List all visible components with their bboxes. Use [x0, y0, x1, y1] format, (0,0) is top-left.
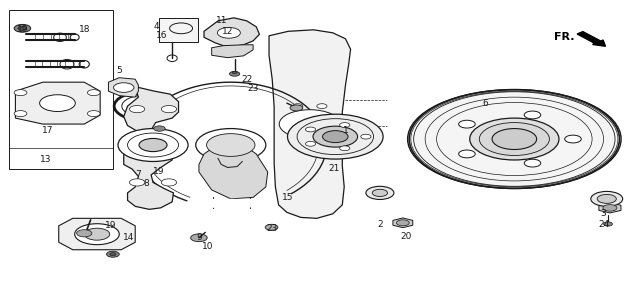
- Text: 14: 14: [123, 233, 134, 242]
- Text: 23: 23: [266, 224, 278, 233]
- Text: 19: 19: [17, 25, 28, 34]
- Circle shape: [88, 90, 100, 96]
- Polygon shape: [59, 218, 135, 250]
- Polygon shape: [599, 203, 621, 213]
- Polygon shape: [212, 45, 253, 58]
- Text: 8: 8: [144, 179, 150, 188]
- Text: 22: 22: [241, 75, 252, 84]
- Circle shape: [290, 105, 303, 111]
- Circle shape: [218, 27, 241, 38]
- Circle shape: [265, 224, 278, 230]
- Circle shape: [317, 104, 327, 108]
- Circle shape: [591, 191, 623, 206]
- Circle shape: [18, 26, 27, 31]
- Circle shape: [292, 140, 303, 144]
- Polygon shape: [108, 78, 138, 97]
- Text: 24: 24: [598, 220, 609, 229]
- Text: 19: 19: [153, 167, 164, 176]
- Circle shape: [396, 220, 409, 226]
- Circle shape: [305, 141, 316, 146]
- Polygon shape: [393, 218, 413, 228]
- Circle shape: [492, 129, 537, 149]
- Circle shape: [470, 118, 559, 160]
- Circle shape: [118, 129, 188, 162]
- Circle shape: [129, 179, 145, 186]
- Text: 21: 21: [328, 165, 340, 173]
- Polygon shape: [204, 18, 259, 47]
- Circle shape: [323, 131, 348, 143]
- Circle shape: [564, 135, 581, 143]
- Circle shape: [77, 230, 92, 237]
- Circle shape: [40, 95, 76, 111]
- Circle shape: [109, 253, 116, 256]
- Circle shape: [161, 179, 177, 186]
- Circle shape: [191, 234, 207, 242]
- Circle shape: [361, 134, 371, 139]
- Polygon shape: [269, 30, 351, 218]
- Circle shape: [292, 104, 303, 108]
- Text: 15: 15: [282, 193, 294, 202]
- Circle shape: [409, 90, 620, 188]
- Polygon shape: [159, 18, 198, 42]
- Text: 5: 5: [116, 66, 122, 75]
- Circle shape: [597, 194, 616, 203]
- Circle shape: [161, 105, 177, 113]
- Circle shape: [287, 114, 383, 159]
- Circle shape: [479, 123, 549, 156]
- Text: 12: 12: [222, 27, 234, 36]
- Circle shape: [88, 111, 100, 117]
- Polygon shape: [124, 87, 179, 209]
- Circle shape: [14, 90, 27, 96]
- Circle shape: [366, 186, 394, 200]
- Text: 16: 16: [156, 31, 168, 40]
- Circle shape: [340, 146, 350, 151]
- Text: 23: 23: [248, 84, 259, 93]
- Circle shape: [14, 24, 31, 32]
- Circle shape: [524, 159, 541, 167]
- Text: 4: 4: [154, 22, 159, 31]
- Polygon shape: [199, 140, 268, 199]
- Text: 20: 20: [401, 232, 412, 241]
- Circle shape: [305, 127, 316, 132]
- Text: 1: 1: [342, 126, 348, 135]
- Text: 2: 2: [378, 220, 383, 229]
- Circle shape: [313, 126, 358, 147]
- Circle shape: [459, 120, 476, 128]
- Circle shape: [230, 71, 240, 76]
- Circle shape: [207, 134, 255, 156]
- Circle shape: [317, 140, 327, 144]
- Circle shape: [154, 126, 165, 131]
- Circle shape: [524, 111, 541, 119]
- Text: 19: 19: [105, 221, 116, 230]
- Text: 11: 11: [216, 16, 227, 25]
- Circle shape: [113, 83, 134, 92]
- Text: 6: 6: [483, 99, 488, 108]
- Circle shape: [196, 129, 266, 162]
- Circle shape: [14, 111, 27, 117]
- Polygon shape: [15, 82, 100, 124]
- Circle shape: [129, 105, 145, 113]
- Circle shape: [603, 204, 617, 211]
- Polygon shape: [200, 199, 264, 208]
- Text: 3: 3: [601, 209, 607, 218]
- FancyArrow shape: [577, 32, 605, 46]
- Text: 10: 10: [202, 242, 213, 251]
- Circle shape: [106, 251, 119, 257]
- Circle shape: [340, 123, 350, 127]
- Circle shape: [459, 150, 476, 158]
- Circle shape: [279, 110, 340, 138]
- Circle shape: [604, 222, 612, 226]
- Text: 18: 18: [79, 25, 90, 34]
- Circle shape: [84, 228, 109, 240]
- Text: 7: 7: [136, 170, 141, 179]
- Circle shape: [232, 71, 237, 74]
- Text: 9: 9: [196, 233, 202, 242]
- Text: 13: 13: [40, 156, 52, 165]
- Circle shape: [75, 224, 119, 245]
- Circle shape: [139, 138, 167, 152]
- Text: FR.: FR.: [554, 32, 575, 42]
- Circle shape: [372, 189, 388, 197]
- Text: 17: 17: [42, 126, 53, 135]
